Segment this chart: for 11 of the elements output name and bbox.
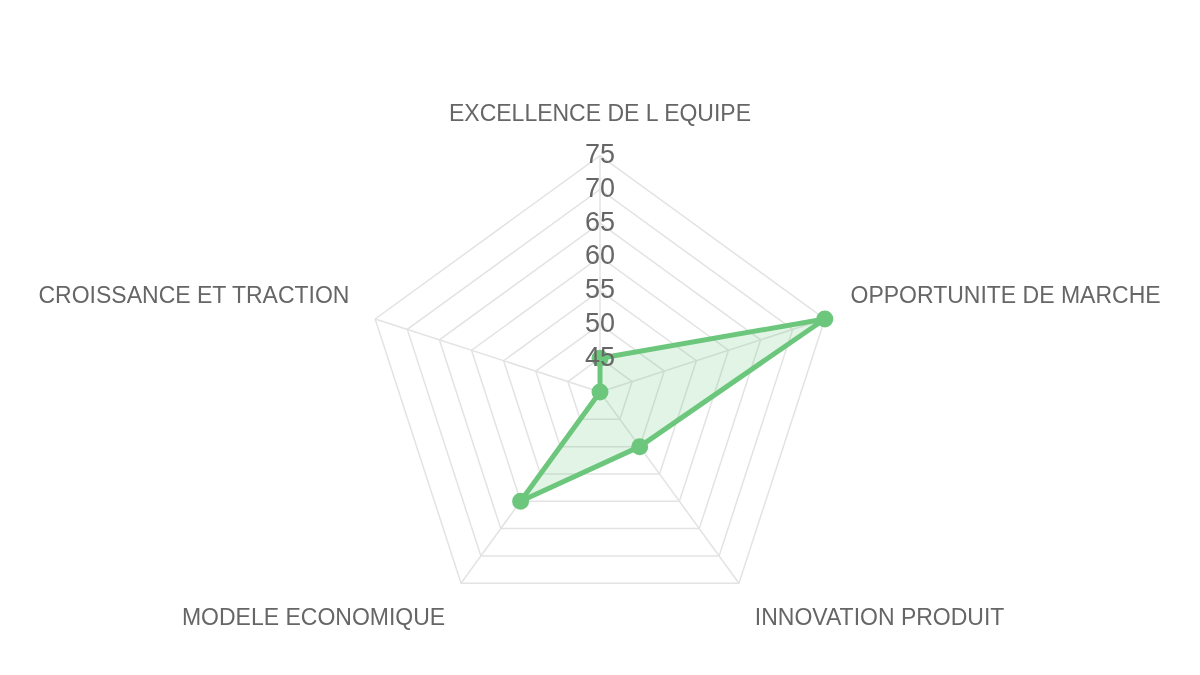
- spoke-label: INNOVATION PRODUIT: [754, 604, 1005, 631]
- y-tick-label: 75: [584, 139, 616, 170]
- y-tick-label: 55: [584, 274, 616, 305]
- y-tick-label: 70: [584, 172, 616, 203]
- y-tick-label: 65: [584, 206, 616, 237]
- spoke-label: EXCELLENCE DE L EQUIPE: [448, 100, 752, 127]
- y-tick-label: 60: [584, 240, 616, 271]
- spoke-label: MODELE ECONOMIQUE: [181, 604, 446, 631]
- y-tick-label: 50: [584, 307, 616, 338]
- spoke-label: OPPORTUNITE DE MARCHE: [850, 282, 1161, 309]
- spoke-label: CROISSANCE ET TRACTION: [38, 282, 350, 309]
